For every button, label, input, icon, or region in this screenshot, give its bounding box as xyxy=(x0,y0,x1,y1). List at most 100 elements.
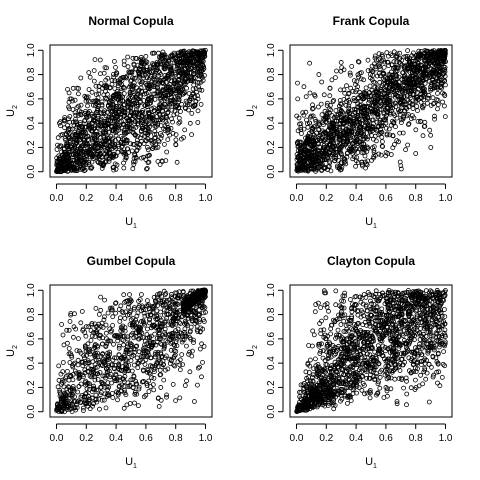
data-point xyxy=(144,326,150,332)
data-point xyxy=(407,93,413,98)
data-point xyxy=(110,362,115,367)
data-point xyxy=(102,297,107,303)
data-point xyxy=(173,141,179,147)
data-point xyxy=(406,77,412,83)
data-point xyxy=(376,90,381,96)
data-point xyxy=(95,115,101,121)
data-point xyxy=(132,391,138,397)
data-point xyxy=(195,365,201,371)
data-point xyxy=(119,382,125,388)
data-point xyxy=(365,57,371,63)
data-point xyxy=(162,326,168,332)
data-point xyxy=(103,322,109,328)
data-point xyxy=(343,161,349,167)
data-point xyxy=(112,333,117,339)
data-point xyxy=(168,66,174,72)
data-point xyxy=(188,336,194,342)
data-point xyxy=(365,125,371,131)
data-point xyxy=(387,132,393,138)
data-point xyxy=(404,106,410,111)
data-point xyxy=(335,115,340,120)
data-point xyxy=(109,138,115,144)
data-point xyxy=(144,298,150,304)
data-point xyxy=(60,332,66,338)
data-point xyxy=(70,119,76,125)
data-point xyxy=(118,388,124,394)
data-point xyxy=(102,151,108,157)
data-point xyxy=(140,108,146,113)
data-point xyxy=(145,96,151,102)
data-point xyxy=(161,377,167,383)
data-point xyxy=(78,320,84,326)
y-tick-label: 0.4 xyxy=(266,116,277,130)
data-point xyxy=(340,118,346,123)
x-tick-label: 0.4 xyxy=(349,193,363,204)
data-point xyxy=(390,133,396,139)
data-point xyxy=(82,370,88,376)
data-point xyxy=(319,79,325,85)
data-point xyxy=(76,103,81,109)
data-point xyxy=(77,120,83,125)
data-point xyxy=(373,138,379,144)
data-point xyxy=(338,101,344,107)
data-point xyxy=(112,366,117,372)
data-point xyxy=(295,80,300,86)
data-point xyxy=(334,113,340,118)
data-point xyxy=(74,348,80,354)
data-point xyxy=(95,148,101,154)
data-point xyxy=(409,53,415,59)
data-point xyxy=(378,152,384,158)
data-point xyxy=(97,110,103,115)
data-point xyxy=(138,54,144,60)
data-point xyxy=(131,161,137,167)
data-point xyxy=(298,127,304,132)
data-point xyxy=(324,100,330,106)
data-point xyxy=(79,308,85,314)
data-point xyxy=(129,94,135,100)
data-point xyxy=(87,124,93,130)
data-point xyxy=(328,138,334,144)
data-point xyxy=(442,69,448,75)
data-point xyxy=(158,102,164,108)
data-point xyxy=(350,124,356,129)
data-point xyxy=(68,310,74,316)
data-point xyxy=(414,68,420,74)
data-point xyxy=(125,64,131,70)
data-point xyxy=(99,102,105,108)
data-point xyxy=(368,126,374,132)
data-point xyxy=(441,78,447,84)
data-point xyxy=(361,77,367,83)
data-point xyxy=(69,126,75,132)
data-point xyxy=(93,397,99,403)
data-point xyxy=(305,155,311,161)
data-point xyxy=(123,151,129,157)
data-point xyxy=(143,53,149,59)
data-point xyxy=(102,83,107,89)
data-point xyxy=(177,395,183,401)
data-point xyxy=(168,53,174,59)
data-point xyxy=(403,147,409,153)
data-point xyxy=(128,377,134,383)
data-point xyxy=(99,397,105,403)
data-point xyxy=(371,90,377,95)
data-point xyxy=(426,95,432,101)
data-point xyxy=(103,159,109,165)
data-point xyxy=(139,303,145,309)
data-point xyxy=(121,121,126,127)
data-point xyxy=(184,312,190,318)
data-point xyxy=(87,373,93,379)
data-point xyxy=(297,121,302,127)
data-point xyxy=(122,136,127,142)
data-point xyxy=(356,74,362,80)
data-point xyxy=(172,352,178,358)
data-point xyxy=(170,119,176,125)
data-point xyxy=(350,88,356,94)
data-point xyxy=(397,56,403,61)
data-point xyxy=(120,85,126,90)
data-point xyxy=(313,118,319,124)
data-point xyxy=(113,300,119,306)
data-point xyxy=(88,328,94,333)
data-point xyxy=(423,70,429,76)
data-point xyxy=(418,119,424,125)
data-point xyxy=(158,72,164,77)
